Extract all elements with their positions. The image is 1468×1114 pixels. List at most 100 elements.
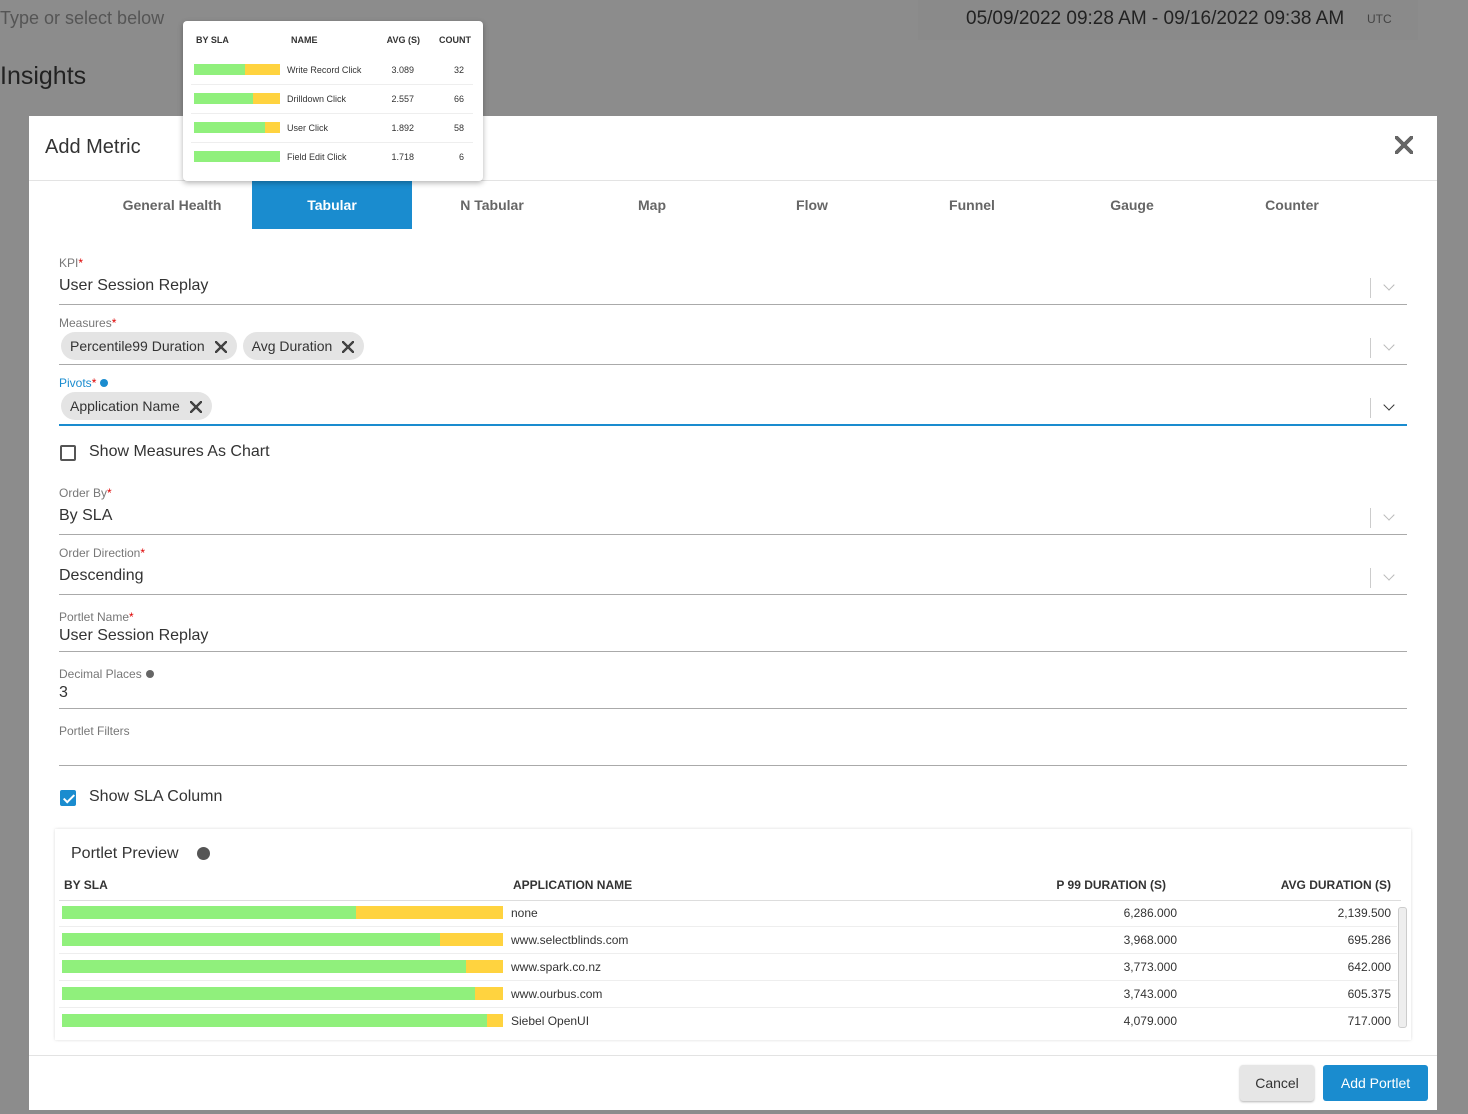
cell: www.ourbus.com — [511, 987, 603, 1001]
row-line — [59, 980, 1397, 981]
search-placeholder: Type or select below — [0, 8, 165, 28]
chip-list: Percentile99 Duration Avg Duration — [61, 332, 370, 360]
sla-bar — [194, 151, 280, 162]
cell: 1.718 — [391, 152, 414, 162]
divider — [1370, 398, 1371, 418]
checkbox-label[interactable]: Show Measures As Chart — [89, 443, 270, 460]
field-underline — [59, 424, 1407, 426]
cell: 2,139.500 — [1337, 906, 1391, 920]
divider — [1370, 508, 1371, 528]
scrollbar — [1398, 907, 1407, 1028]
cell: 695.286 — [1347, 933, 1391, 947]
divider — [1370, 278, 1371, 298]
portlet-preview: Portlet Preview BY SLA APPLICATION NAME P 9… — [55, 829, 1411, 1040]
chevron[interactable] — [1383, 399, 1395, 411]
sla-bar — [194, 64, 280, 75]
field-label: Portlet Name* — [59, 610, 134, 624]
add-portlet-button[interactable]: Add Portlet — [1323, 1065, 1428, 1101]
chip[interactable]: Application Name — [61, 392, 212, 420]
checkbox-label[interactable]: Show SLA Column — [89, 788, 223, 805]
label-text: Measures — [59, 316, 112, 330]
checkbox[interactable] — [60, 445, 76, 461]
info-icon — [100, 379, 109, 387]
cell: www.spark.co.nz — [511, 960, 602, 974]
column-header[interactable]: BY SLA — [64, 878, 108, 892]
close-button[interactable] — [1395, 136, 1413, 154]
tab[interactable]: N Tabular — [460, 197, 524, 213]
sla-bar — [62, 960, 503, 973]
tab[interactable]: Map — [638, 197, 666, 213]
column-header: BY SLA — [196, 35, 229, 45]
sla-good — [62, 906, 357, 919]
field-label: Order By* — [59, 486, 112, 500]
label-text: Order By — [59, 486, 108, 500]
cell: 4,079.000 — [1123, 1014, 1177, 1028]
label-text: Decimal Places — [59, 667, 142, 681]
field-underline — [59, 594, 1407, 595]
cell: 3,773.000 — [1123, 960, 1177, 974]
field-value[interactable]: User Session Replay — [59, 627, 209, 644]
field-value[interactable]: Descending — [59, 567, 144, 584]
cell: 6,286.000 — [1123, 906, 1177, 920]
row-line — [191, 84, 473, 85]
cell: 58 — [453, 123, 464, 133]
timezone: UTC — [1367, 12, 1392, 26]
sla-bar — [194, 93, 280, 104]
tab[interactable]: Funnel — [949, 197, 995, 213]
sla-good — [194, 64, 245, 75]
page-title: Insights — [0, 62, 87, 90]
tab[interactable]: Flow — [796, 197, 828, 213]
label-text: KPI — [59, 256, 79, 270]
column-header[interactable]: APPLICATION NAME — [513, 878, 633, 892]
cell: Siebel OpenUI — [511, 1014, 590, 1028]
row-line — [59, 1007, 1397, 1008]
chip[interactable]: Percentile99 Duration — [61, 332, 237, 360]
required-mark: * — [78, 256, 84, 270]
checkbox[interactable] — [60, 790, 76, 806]
column-header[interactable]: P 99 DURATION (S) — [1056, 878, 1166, 892]
cell: 605.375 — [1347, 987, 1391, 1001]
divider — [1370, 568, 1371, 588]
row-line — [59, 953, 1397, 954]
cell: Write Record Click — [287, 65, 362, 75]
chip[interactable]: Avg Duration — [242, 332, 365, 360]
chevron[interactable] — [1383, 279, 1395, 291]
row-line — [191, 142, 473, 143]
field-label: KPI* — [59, 256, 83, 270]
date-box — [918, 0, 1418, 40]
field-label: Decimal Places — [59, 667, 154, 681]
field-value[interactable]: User Session Replay — [59, 277, 209, 294]
tab[interactable]: Gauge — [1110, 197, 1154, 213]
column-header: AVG (S) — [386, 35, 420, 45]
cancel-button[interactable]: Cancel — [1240, 1065, 1314, 1101]
cell: Field Edit Click — [287, 152, 347, 162]
field-label: Order Direction* — [59, 546, 145, 560]
sla-bar — [62, 933, 503, 946]
label-text: Portlet Name — [59, 610, 130, 624]
info-icon — [145, 670, 154, 678]
field-underline — [59, 304, 1407, 305]
tab[interactable]: Tabular — [252, 181, 412, 229]
field-underline — [59, 708, 1407, 709]
chevron[interactable] — [1383, 339, 1395, 351]
field-value[interactable]: 3 — [59, 684, 68, 701]
cell: 717.000 — [1347, 1014, 1391, 1028]
field-underline — [59, 534, 1407, 535]
field-underline — [59, 651, 1407, 652]
sla-good — [194, 151, 280, 162]
required-mark: * — [129, 610, 134, 624]
field-value[interactable]: By SLA — [59, 507, 113, 524]
header-line — [59, 900, 1401, 901]
sla-good — [194, 122, 266, 133]
tab[interactable]: General Health — [122, 197, 222, 213]
chevron[interactable] — [1383, 509, 1395, 521]
chevron[interactable] — [1383, 569, 1395, 581]
preview-title: Portlet Preview — [71, 845, 179, 862]
cell: 3.089 — [391, 65, 414, 75]
field-underline — [59, 765, 1407, 766]
column-header[interactable]: AVG DURATION (S) — [1280, 878, 1391, 892]
column-header: NAME — [291, 35, 318, 45]
tab[interactable]: Counter — [1265, 197, 1319, 213]
cell: User Click — [287, 123, 329, 133]
